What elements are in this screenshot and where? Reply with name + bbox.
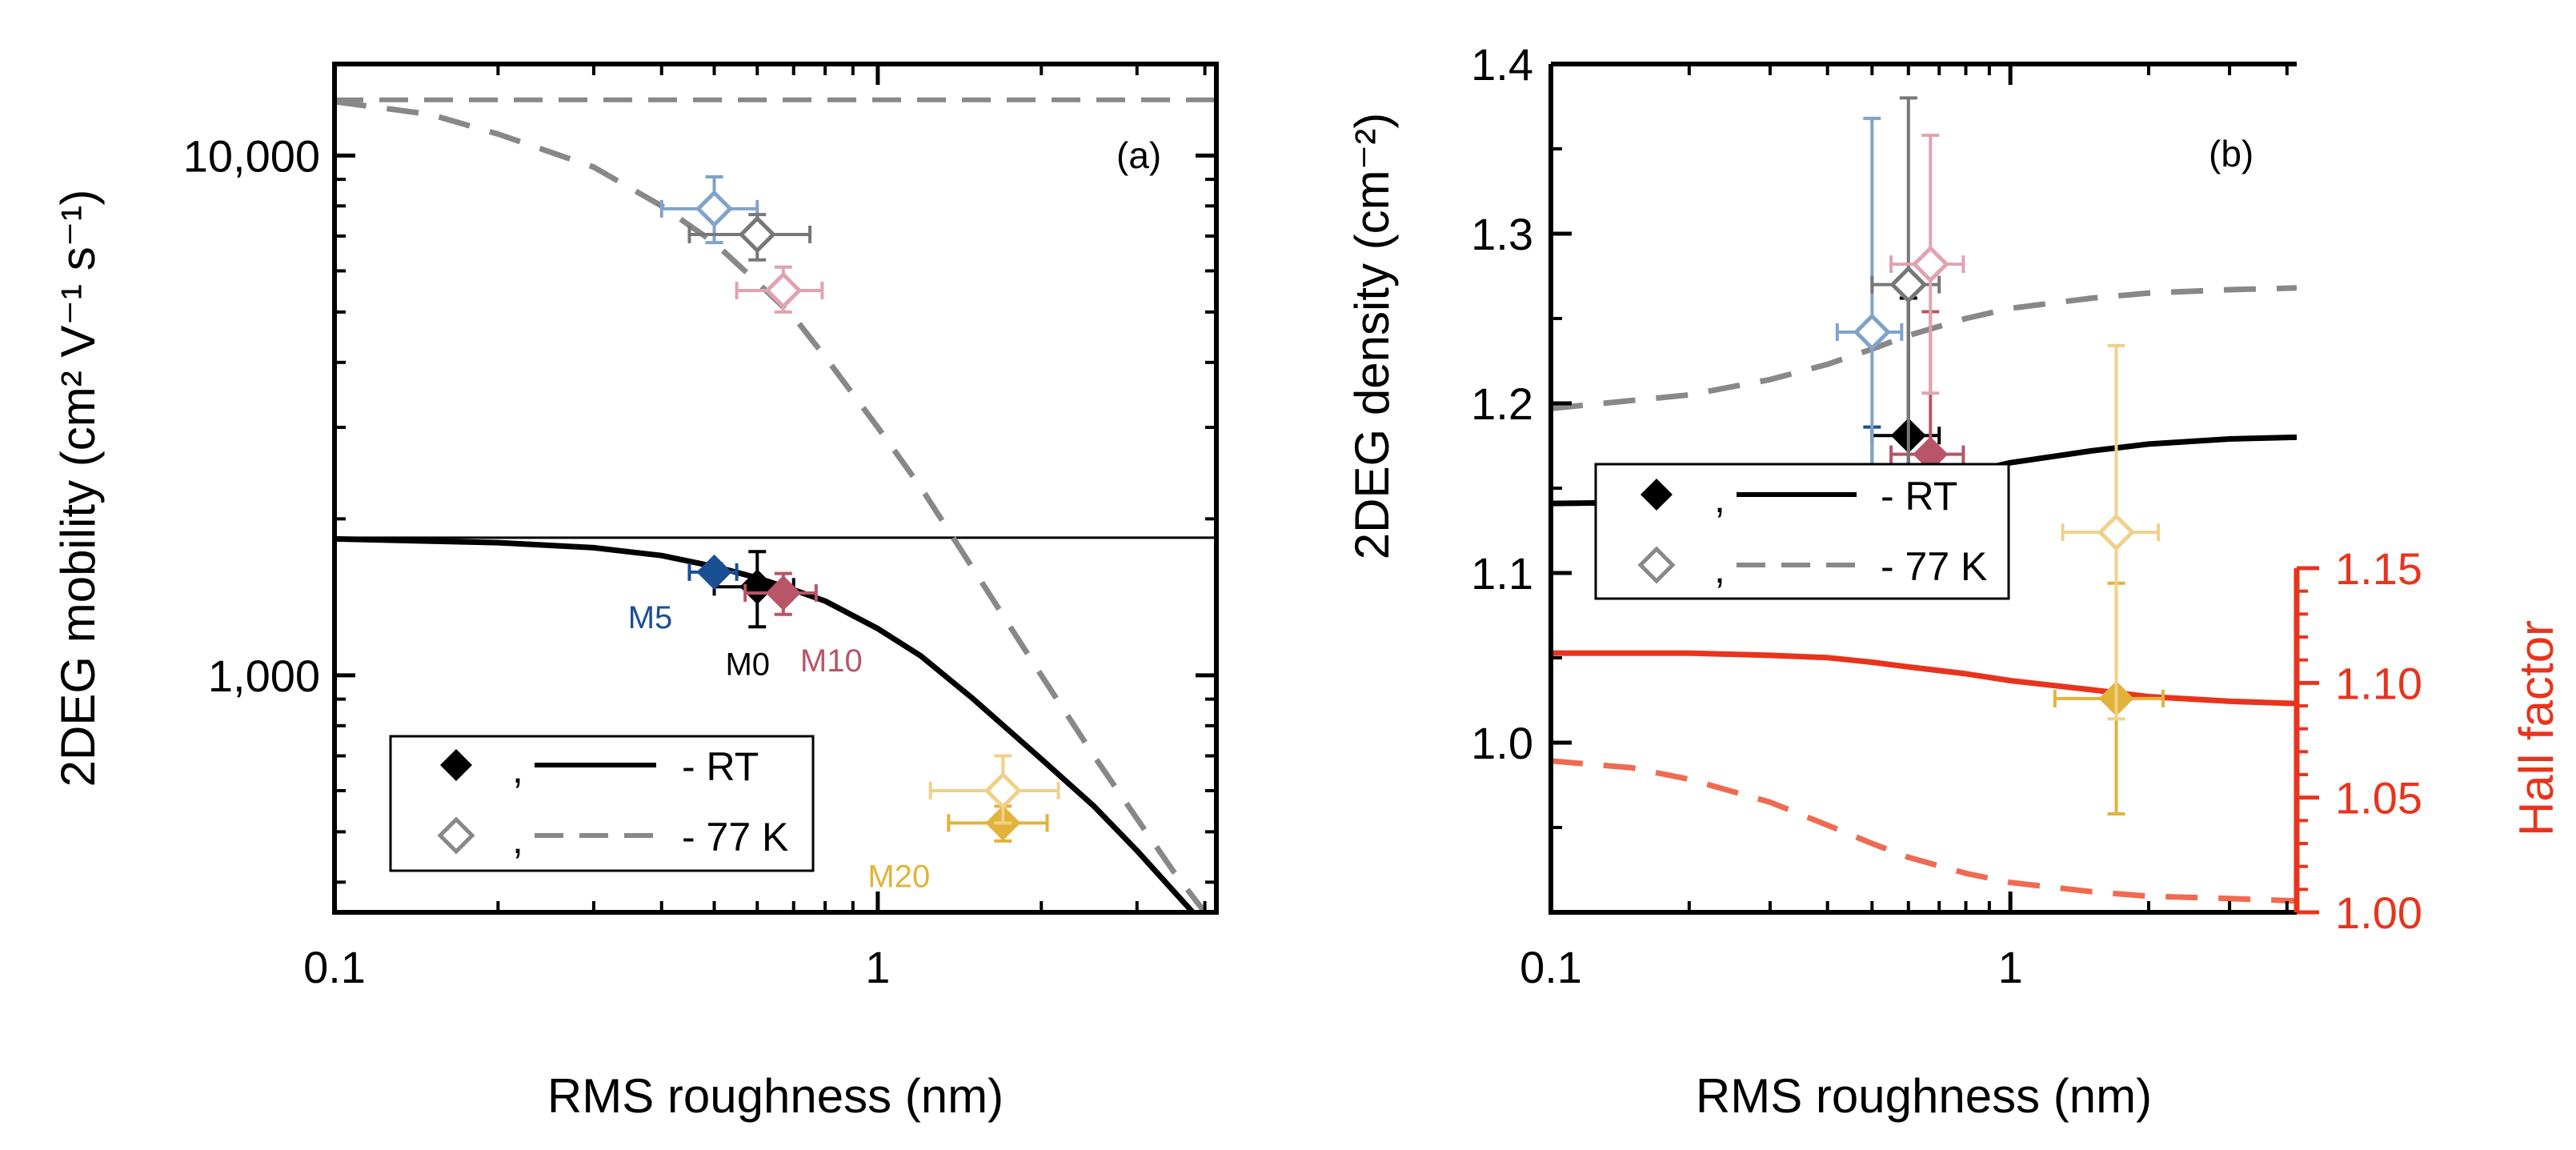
panel-b-xlabel: RMS roughness (nm) (1696, 1069, 2152, 1123)
panel-a-ytick-label: 1,000 (208, 651, 320, 701)
panel-a-annotation-m0: M0 (725, 647, 770, 682)
panel-b-xtick-label: 0.1 (1520, 942, 1582, 992)
panel-b-density: 0.1 11.01.11.21.31.41.001.051.101.15 (b) … (1345, 39, 2563, 1123)
panel-b-point-M20 (2053, 581, 2165, 816)
panel-a-legend-marker-77k (437, 816, 475, 855)
panel-b-marker-open (1889, 266, 1928, 304)
panel-a-point-open-7 (928, 754, 1060, 825)
panel-b-point-open-5 (1870, 96, 1941, 473)
panel-b-legend-marker-rt (1641, 479, 1673, 511)
panel-b-y2label: Hall factor (2510, 620, 2563, 836)
panel-a-marker-open (738, 215, 776, 254)
panel-b-curve-hall-factor-rt (1551, 650, 2297, 707)
panel-b-legend-label-77k: - 77 K (1881, 544, 1987, 589)
panel-a-xtick-label: 0.1 (303, 942, 366, 992)
panel-b-curve-hall-factor-77-k (1551, 758, 2297, 904)
panel-b-ytick-label: 1.0 (1471, 718, 1533, 768)
panel-b-legend-label-rt: - RT (1881, 474, 1957, 519)
panel-a-point-open-4 (659, 174, 759, 245)
panel-a-marker-filled (696, 554, 732, 590)
panel-a-marker-open (695, 190, 734, 228)
panel-b-xtick-label: 1 (1998, 942, 2023, 992)
panel-b-ytick-label: 1.1 (1471, 548, 1533, 599)
panel-a-legend: , - RT , - 77 K (389, 735, 815, 872)
panel-a-xtick-label: 1 (865, 942, 890, 992)
panel-a-marker-open (764, 271, 803, 310)
panel-b-curve-77-k (1551, 285, 2297, 411)
panel-a-xlabel: RMS roughness (nm) (547, 1069, 1004, 1123)
panel-b-y2tick-label: 1.15 (2335, 543, 2422, 594)
panel-a-legend-label-rt: - RT (682, 744, 759, 789)
panel-a-curve-77-k (335, 98, 1208, 912)
panel-b-legend-sep-rt: , (1714, 476, 1725, 521)
panel-a-legend-marker-rt (440, 749, 472, 781)
panel-a-legend-sep-77k: , (512, 817, 523, 862)
panel-a-annotation-m20: M20 (867, 859, 930, 894)
panel-b-label: (b) (2209, 133, 2253, 174)
panel-a-curve-rt (335, 535, 1197, 912)
panel-a-marker-filled (739, 569, 775, 605)
panel-a-annotation-m10: M10 (800, 643, 863, 679)
panel-b-legend-sep-77k: , (1714, 547, 1725, 591)
panel-b-ytick-label: 1.2 (1471, 379, 1533, 429)
panel-a-marker-filled (765, 575, 801, 611)
panel-b-legend: , - RT , - 77 K (1594, 463, 2010, 600)
panel-a-point-M5 (687, 554, 739, 590)
panel-b-y2tick-label: 1.00 (2335, 888, 2422, 938)
panel-a-ylabel: 2DEG mobility (cm² V⁻¹ s⁻¹) (51, 190, 105, 787)
panel-b-ytick-label: 1.3 (1471, 209, 1533, 259)
panel-b-y2tick-label: 1.10 (2335, 658, 2422, 708)
panel-b-legend-marker-77k (1637, 546, 1676, 584)
panel-b-ylabel: 2DEG density (cm⁻²) (1345, 113, 1399, 559)
panel-a-marker-open (984, 771, 1022, 810)
panel-a-legend-label-77k: - 77 K (682, 815, 788, 859)
panel-a-legend-sep-rt: , (512, 747, 523, 791)
panel-a-plot-frame (332, 62, 1219, 915)
panel-a-annotation-m5: M5 (628, 600, 673, 635)
panel-a-label: (a) (1116, 134, 1161, 176)
panel-b-point-open-6 (1889, 134, 1965, 395)
panel-a-mobility: 0.1 1 1,000 10,000 M0 M5 M10 M20 (a) RMS rough… (51, 62, 1219, 1123)
panel-b-marker-open (1911, 245, 1949, 283)
panel-a-point-open-6 (735, 265, 824, 314)
panel-a-point-open-5 (687, 213, 812, 262)
panel-a-ytick-label: 10,000 (183, 130, 320, 181)
panel-b-ytick-label: 1.4 (1471, 39, 1533, 90)
panel-b-y2tick-label: 1.05 (2335, 773, 2422, 823)
panel-b-marker-open (2097, 513, 2136, 551)
panel-b-point-open-7 (2061, 343, 2161, 721)
panel-b-marker-open (1853, 313, 1891, 351)
panel-a-point-M10 (743, 571, 818, 616)
